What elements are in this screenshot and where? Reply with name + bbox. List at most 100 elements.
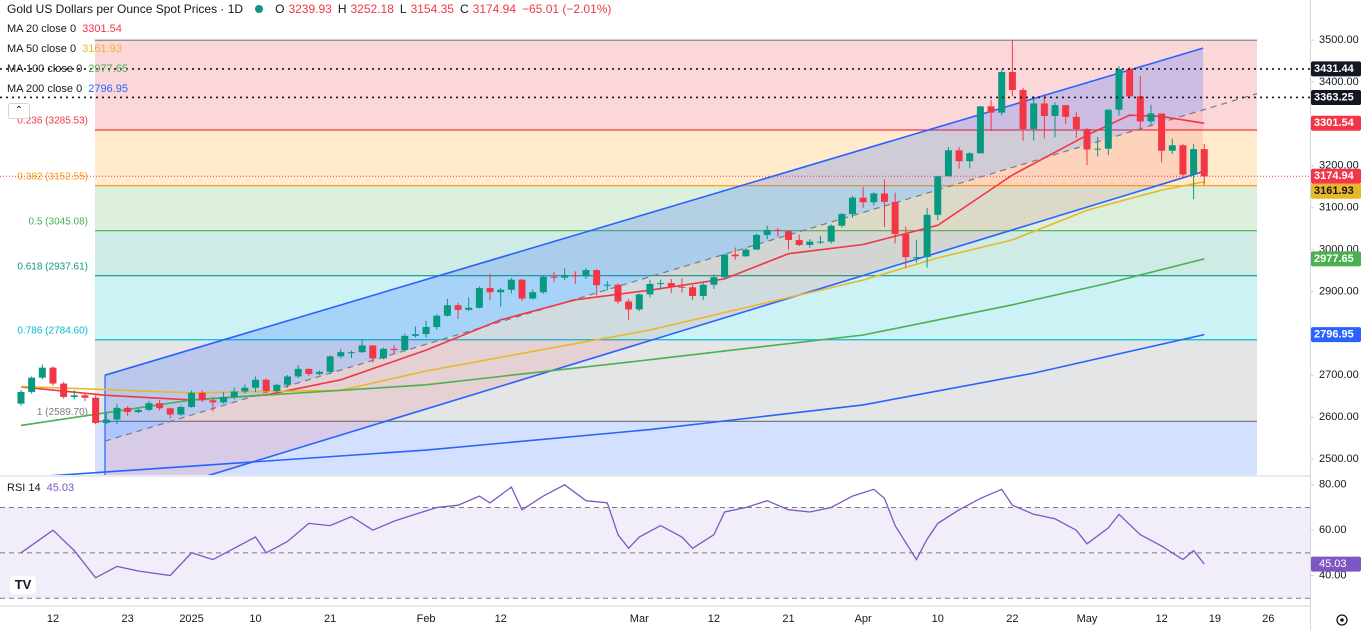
candle-body <box>1115 69 1123 110</box>
indicator-legend: MA 20 close 0 3301.54 MA 50 close 0 3161.93… <box>7 22 128 102</box>
candle-body <box>177 407 185 415</box>
candle-body <box>1168 145 1176 151</box>
candle-body <box>721 254 729 278</box>
y-tick-label: 2600.00 <box>1319 411 1359 423</box>
ohlc-value: 3239.93 <box>288 2 332 16</box>
price-tag-label: 3431.44 <box>1314 63 1355 75</box>
y-tick-label: 3500.00 <box>1319 34 1359 46</box>
legend-name: MA 50 close 0 <box>7 43 77 55</box>
candle-body <box>401 335 409 351</box>
ohlc-letter: H <box>337 2 347 16</box>
tradingview-logo[interactable]: TV <box>10 576 36 594</box>
rsi-pane <box>0 484 1310 599</box>
candle-body <box>358 345 366 353</box>
y-tick-label: 2500.00 <box>1319 453 1359 465</box>
candle-body <box>1072 116 1080 129</box>
price-tag-label: 3174.94 <box>1314 170 1355 182</box>
settings-icon-dot <box>1340 618 1344 622</box>
ohlc-value: 3154.35 <box>410 2 454 16</box>
candle-body <box>145 403 153 410</box>
candle-body <box>1200 149 1208 177</box>
candle-body <box>795 239 803 245</box>
candle-body <box>731 254 739 257</box>
x-tick-label: 12 <box>1155 613 1167 625</box>
market-status <box>255 5 264 13</box>
price-change: −65.01 (−2.01%) <box>522 2 612 16</box>
candle-body <box>838 213 846 226</box>
candle-body <box>273 384 281 392</box>
channel-lower <box>207 170 1204 475</box>
rsi-tag-label: 45.03 <box>1319 558 1347 570</box>
candle-body <box>582 270 590 277</box>
ma-line <box>20 181 1205 394</box>
candle-body <box>454 305 462 310</box>
rsi-tick-label: 80.00 <box>1319 479 1347 491</box>
candle-body <box>102 419 110 423</box>
x-tick-label: 21 <box>324 613 336 625</box>
candle-body <box>305 368 313 374</box>
candle-body <box>742 249 750 257</box>
candle-body <box>1190 149 1198 175</box>
candle-body <box>497 289 505 293</box>
collapse-button[interactable]: ⌃ <box>8 103 30 119</box>
candle-body <box>976 106 984 154</box>
candle-body <box>667 283 675 287</box>
ohlc-letter: L <box>399 2 407 16</box>
rsi-tick-label: 60.00 <box>1319 524 1347 536</box>
ohlc-letter: O <box>275 2 285 16</box>
candle-body <box>507 279 515 290</box>
candle-body <box>1094 148 1102 150</box>
candle-body <box>625 301 633 310</box>
x-tick-label: 12 <box>708 613 720 625</box>
candle-body <box>880 193 888 202</box>
candle-body <box>539 276 547 293</box>
x-tick-label: 12 <box>495 613 507 625</box>
candle-body <box>678 286 686 288</box>
price-tag <box>1311 251 1361 267</box>
candle-body <box>944 150 952 177</box>
x-tick-label: 19 <box>1209 613 1221 625</box>
candle-body <box>294 368 302 377</box>
candle-body <box>81 395 89 398</box>
x-tick-label: Feb <box>417 613 436 625</box>
candle-body <box>134 409 142 413</box>
candle-body <box>699 284 707 297</box>
x-tick-label: 10 <box>249 613 261 625</box>
channel-median <box>104 93 1258 442</box>
x-tick-label: Apr <box>855 613 872 625</box>
candle-body <box>646 283 654 295</box>
fib-label: 1 (2589.70) <box>37 407 88 418</box>
candle-body <box>827 225 835 242</box>
ohlc-value: 3252.18 <box>350 2 394 16</box>
price-tag <box>1311 115 1361 131</box>
fib-label: 0.618 (2937.61) <box>17 261 88 272</box>
x-tick-label: 21 <box>782 613 794 625</box>
rsi-line <box>20 484 1205 579</box>
settings-icon[interactable] <box>1336 614 1348 626</box>
x-tick-label: 12 <box>47 613 59 625</box>
price-tags: 3431.44 3363.25 3301.54 3174.94 3161.93 2977.… <box>1311 61 1361 572</box>
y-tick-label: 3200.00 <box>1319 160 1359 172</box>
legend-name: MA 200 close 0 <box>7 83 83 95</box>
candle-body <box>1136 96 1144 122</box>
x-tick-label: 2025 <box>179 613 203 625</box>
candle-body <box>635 294 643 310</box>
channel-upper-fill <box>105 48 1203 442</box>
candle-body <box>49 367 57 384</box>
candle-body <box>529 292 537 299</box>
candle-body <box>1040 103 1048 116</box>
fib-zone <box>95 230 1257 276</box>
x-tick-label: 23 <box>121 613 133 625</box>
candle-body <box>369 345 377 359</box>
y-tick-label: 2700.00 <box>1319 369 1359 381</box>
price-tag <box>1311 327 1361 343</box>
candle-body <box>785 231 793 240</box>
symbol-title[interactable]: Gold US Dollars per Ounce Spot Prices · … <box>7 2 244 16</box>
candle-body <box>411 334 419 336</box>
candle-body <box>1030 103 1038 129</box>
candle-body <box>379 348 387 359</box>
candle-body <box>113 407 121 420</box>
candle-body <box>763 229 771 235</box>
